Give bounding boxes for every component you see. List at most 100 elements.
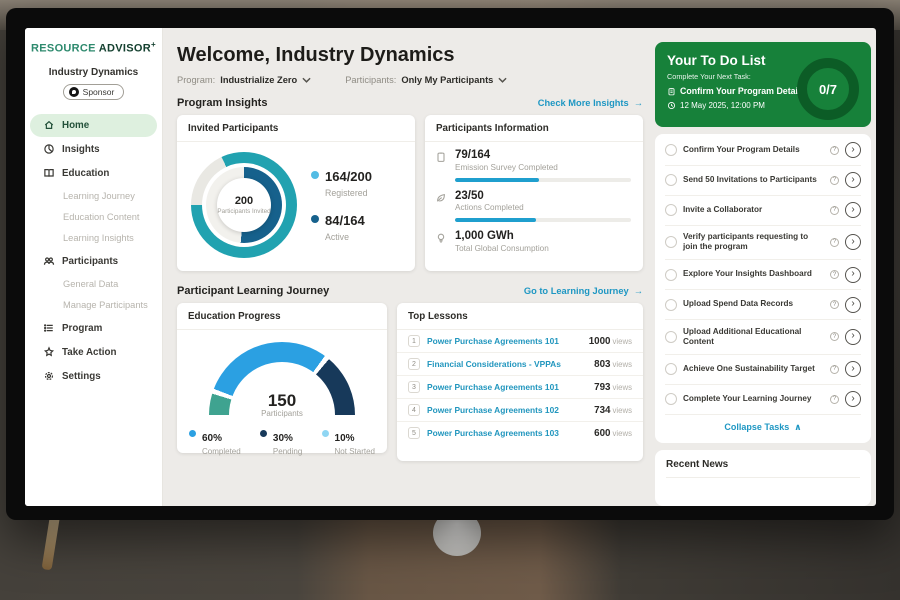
lesson-title-link[interactable]: Power Purchase Agreements 101 — [427, 382, 559, 392]
recent-news-heading: Recent News — [666, 459, 860, 478]
task-checkbox[interactable] — [665, 298, 677, 311]
main-content: Welcome, Industry Dynamics Program: Indu… — [163, 28, 655, 506]
legend-dot — [189, 430, 196, 437]
legend-dot — [259, 430, 267, 437]
task-checkbox[interactable] — [665, 393, 677, 406]
sidebar-item-education-content[interactable]: Education Content — [63, 211, 140, 222]
logo-part-1: RESOURCE — [31, 42, 96, 55]
task-open-button[interactable]: › — [845, 361, 861, 378]
sponsor-label: Sponsor — [82, 86, 115, 97]
task-open-button[interactable]: › — [845, 266, 861, 283]
info-icon[interactable]: ? — [830, 205, 839, 215]
legend-registered: 164/200 Registered — [311, 168, 372, 198]
task-open-button[interactable]: › — [845, 328, 861, 345]
info-icon[interactable]: ? — [830, 394, 839, 404]
sidebar-item-participants[interactable]: Participants — [30, 250, 157, 273]
task-open-button[interactable]: › — [845, 172, 861, 189]
card-title: Education Progress — [177, 303, 387, 330]
task-checkbox[interactable] — [665, 236, 677, 249]
todo-title: Your To Do List — [667, 53, 766, 68]
task-checkbox[interactable] — [665, 204, 677, 217]
task-open-button[interactable]: › — [845, 296, 861, 313]
nav-label: Program — [62, 322, 103, 334]
task-row-confirm-program: Confirm Your Program Details ? › — [665, 136, 861, 166]
lesson-rank: 1 — [408, 335, 420, 347]
legend-value: 164/200 — [325, 169, 372, 184]
sidebar-item-education[interactable]: Education — [30, 162, 157, 185]
go-to-learning-journey-link[interactable]: Go to Learning Journey → — [524, 286, 643, 296]
task-open-button[interactable]: › — [845, 391, 861, 408]
task-open-button[interactable]: › — [845, 234, 861, 251]
monitor-bezel: RESOURCE ADVISOR+ Industry Dynamics Spon… — [6, 8, 894, 520]
info-icon[interactable]: ? — [830, 237, 839, 247]
lesson-row: 5 Power Purchase Agreements 103 600 views — [397, 422, 643, 444]
info-icon[interactable]: ? — [830, 300, 839, 310]
link-label: Check More Insights — [537, 98, 629, 108]
donut-center-value: 200 — [234, 194, 254, 207]
lesson-title-link[interactable]: Power Purchase Agreements 101 — [427, 336, 559, 346]
education-gauge-chart: 150 Participants — [209, 342, 355, 418]
sidebar-item-home[interactable]: Home — [30, 113, 157, 137]
donut-center-label: Participants Invited — [217, 207, 271, 215]
task-label: Send 50 Invitations to Participants — [683, 174, 817, 184]
lesson-title-link[interactable]: Power Purchase Agreements 102 — [427, 405, 559, 415]
task-checkbox[interactable] — [665, 330, 677, 343]
task-checkbox[interactable] — [665, 268, 677, 281]
info-icon[interactable]: ? — [830, 364, 839, 374]
lesson-row: 1 Power Purchase Agreements 101 1000 view… — [397, 330, 643, 353]
program-filter-value: Industrialize Zero — [220, 75, 298, 85]
consumption-stat: 1,000 GWh Total Global Consumption — [425, 223, 643, 253]
sidebar-item-program[interactable]: Program — [30, 317, 157, 340]
clipboard-icon — [668, 87, 675, 95]
stat-value: 23/50 — [455, 189, 484, 202]
lesson-views: 1000 views — [588, 335, 632, 347]
logo-plus: + — [150, 40, 156, 49]
sidebar-item-learning-journey[interactable]: Learning Journey — [63, 190, 135, 201]
task-checkbox[interactable] — [665, 363, 677, 376]
nav-label: Home — [62, 119, 90, 131]
sponsor-icon — [68, 86, 79, 97]
lesson-views: 600 views — [594, 427, 632, 439]
info-icon[interactable]: ? — [830, 332, 839, 342]
participants-filter-label: Participants: — [345, 75, 397, 85]
lesson-title-link[interactable]: Financial Considerations - VPPAs — [427, 359, 561, 369]
program-insights-heading: Program Insights — [177, 97, 268, 109]
collapse-tasks-link[interactable]: Collapse Tasks ∧ — [665, 415, 861, 441]
emission-survey-stat: 79/164 Emission Survey Completed — [425, 142, 643, 172]
sidebar-item-settings[interactable]: Settings — [30, 365, 157, 388]
check-more-insights-link[interactable]: Check More Insights → — [538, 98, 643, 108]
task-checkbox[interactable] — [665, 144, 677, 157]
lesson-rank: 3 — [408, 381, 420, 393]
legend-value: 60% — [202, 433, 223, 444]
sidebar: RESOURCE ADVISOR+ Industry Dynamics Spon… — [25, 28, 163, 506]
info-icon[interactable]: ? — [830, 270, 839, 280]
task-checkbox[interactable] — [665, 174, 677, 187]
sidebar-item-learning-insights[interactable]: Learning Insights — [63, 232, 134, 243]
nav-label: Settings — [62, 370, 101, 382]
sidebar-item-manage-participants[interactable]: Manage Participants — [63, 299, 148, 310]
top-lessons-card: Top Lessons 1 Power Purchase Agreements … — [397, 303, 643, 461]
task-row-explore-insights: Explore Your Insights Dashboard ? › — [665, 260, 861, 291]
task-label: Verify participants requesting to join t… — [683, 232, 809, 252]
nav-label: Insights — [62, 143, 100, 155]
stat-label: Emission Survey Completed — [455, 162, 558, 172]
legend-active: 84/164 Active — [311, 212, 372, 242]
legend-label: Registered — [325, 188, 368, 198]
program-filter-dropdown[interactable]: Program: Industrialize Zero — [177, 75, 311, 85]
legend-not-started: 10% Not Started — [321, 428, 375, 456]
sidebar-item-general-data[interactable]: General Data — [63, 278, 119, 289]
info-icon[interactable]: ? — [830, 175, 839, 185]
task-open-button[interactable]: › — [845, 202, 861, 219]
info-icon[interactable]: ? — [830, 145, 839, 155]
sidebar-item-take-action[interactable]: Take Action — [30, 341, 157, 364]
todo-header-card: Your To Do List Complete Your Next Task:… — [655, 42, 871, 127]
participants-filter-dropdown[interactable]: Participants: Only My Participants — [345, 75, 507, 85]
recent-news-card: Recent News — [655, 449, 871, 506]
lesson-row: 3 Power Purchase Agreements 101 793 views — [397, 376, 643, 399]
page-title: Welcome, Industry Dynamics — [177, 44, 455, 66]
lesson-title-link[interactable]: Power Purchase Agreements 103 — [427, 428, 559, 438]
sidebar-item-insights[interactable]: Insights — [30, 138, 157, 161]
chevron-up-icon: ∧ — [794, 421, 802, 432]
task-open-button[interactable]: › — [845, 142, 861, 159]
insights-icon — [44, 144, 54, 154]
